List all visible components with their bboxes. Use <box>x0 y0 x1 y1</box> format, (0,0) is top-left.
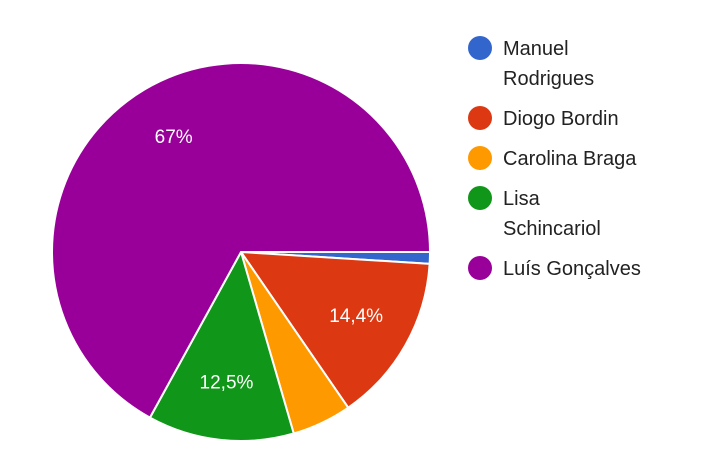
slice-label: 14,4% <box>329 306 383 327</box>
legend-swatch <box>468 186 492 210</box>
pie-slice <box>51 62 432 419</box>
legend-swatch <box>468 106 492 130</box>
legend-label: Diogo Bordin <box>503 108 619 130</box>
pie-slice <box>239 250 431 410</box>
legend-item: Diogo Bordin <box>468 104 641 134</box>
slice-label: 67% <box>155 127 193 148</box>
legend-label: Manuel Rodrigues <box>503 38 595 90</box>
pie-slice <box>148 249 295 442</box>
legend-item: Lisa Schincariol <box>468 184 641 244</box>
slice-label: 12,5% <box>200 373 254 394</box>
legend-item: Carolina Braga <box>468 144 641 174</box>
legend: Manuel Rodrigues Diogo Bordin Carolina Bra… <box>468 34 641 294</box>
legend-item: Manuel Rodrigues <box>468 34 641 94</box>
legend-label: Carolina Braga <box>503 148 637 170</box>
legend-swatch <box>468 256 492 280</box>
legend-item: Luís Gonçalves <box>468 254 641 284</box>
legend-swatch <box>468 36 492 60</box>
legend-swatch <box>468 146 492 170</box>
legend-label: Luís Gonçalves <box>503 258 641 280</box>
legend-label: Lisa Schincariol <box>503 188 601 240</box>
